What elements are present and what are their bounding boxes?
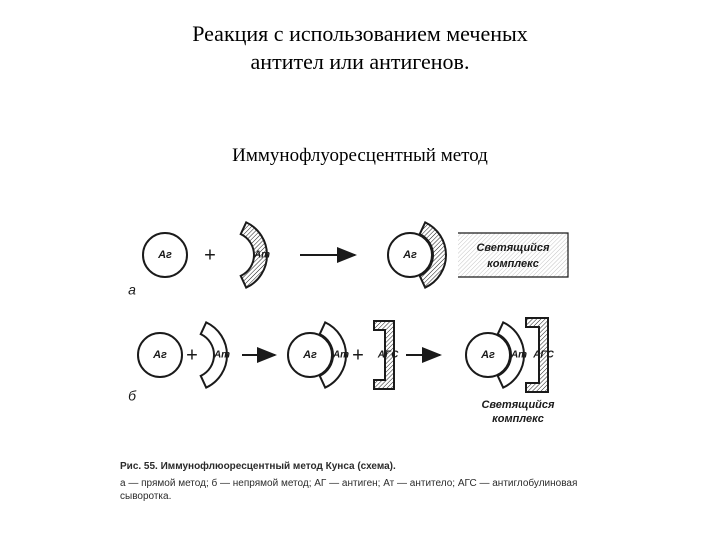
- svg-text:АГС: АГС: [532, 350, 554, 361]
- svg-text:Аг: Аг: [157, 249, 172, 261]
- svg-text:комплекс: комплекс: [492, 413, 544, 425]
- page-title: Реакция с использованием меченых антител…: [0, 20, 720, 75]
- svg-text:+: +: [204, 244, 216, 266]
- method-diagram: Аг+АтАгСветящийсякомплексаАг+АтАгАт+АГСА…: [120, 205, 600, 465]
- svg-text:Ат: Ат: [213, 350, 230, 361]
- svg-text:Аг: Аг: [302, 349, 317, 361]
- svg-text:АГС: АГС: [377, 350, 399, 361]
- figure-caption: Рис. 55. Иммунофлюоресцентный метод Кунс…: [120, 460, 600, 504]
- svg-text:+: +: [352, 344, 364, 366]
- svg-text:Ат: Ат: [253, 250, 270, 261]
- page-subtitle: Иммунофлуоресцентный метод: [0, 145, 720, 167]
- caption-title: Рис. 55. Иммунофлюоресцентный метод Кунс…: [120, 460, 600, 474]
- svg-text:Аг: Аг: [152, 349, 167, 361]
- svg-text:Ат: Ат: [510, 350, 527, 361]
- svg-text:Светящийся: Светящийся: [476, 242, 550, 254]
- svg-text:комплекс: комплекс: [487, 258, 539, 270]
- caption-legend: а — прямой метод; б — непрямой метод; АГ…: [120, 477, 600, 504]
- svg-text:+: +: [186, 344, 198, 366]
- page-root: Реакция с использованием меченых антител…: [0, 0, 720, 540]
- svg-text:а: а: [128, 282, 136, 298]
- title-line-2: антител или антигенов.: [0, 48, 720, 76]
- svg-text:Аг: Аг: [402, 249, 417, 261]
- title-line-1: Реакция с использованием меченых: [0, 20, 720, 48]
- svg-text:Аг: Аг: [480, 349, 495, 361]
- svg-text:б: б: [128, 388, 137, 404]
- svg-text:Ат: Ат: [332, 350, 349, 361]
- svg-text:Светящийся: Светящийся: [481, 399, 555, 411]
